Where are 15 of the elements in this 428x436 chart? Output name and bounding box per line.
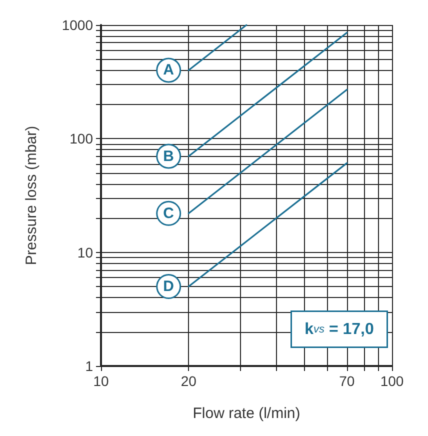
- y-tick-label: 10: [77, 244, 94, 260]
- y-tick-label: 1000: [62, 17, 94, 33]
- y-tick-label: 100: [70, 130, 94, 147]
- series-label: B: [163, 148, 174, 165]
- x-tick-label: 10: [93, 373, 109, 389]
- y-axis-title: Pressure loss (mbar): [23, 126, 40, 266]
- x-tick-label: 20: [180, 373, 197, 389]
- x-tick-label: 100: [380, 373, 404, 389]
- series-label: C: [163, 204, 174, 222]
- x-axis-title: Flow rate (l/min): [192, 405, 300, 422]
- series-label: A: [163, 62, 174, 79]
- annotation: kvs = 17,0: [304, 320, 374, 338]
- x-tick-label: 70: [339, 373, 355, 389]
- y-tick-label: 1: [85, 358, 94, 374]
- series-label: D: [163, 278, 174, 296]
